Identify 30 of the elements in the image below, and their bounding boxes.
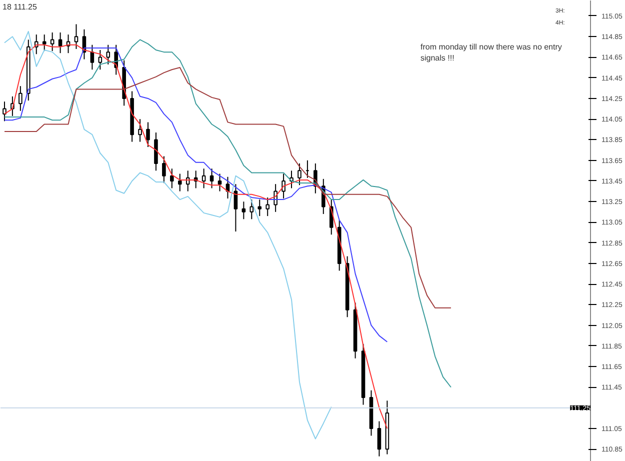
candlestick: [146, 122, 150, 148]
candlestick: [98, 50, 102, 70]
candlestick: [50, 32, 54, 52]
candlestick: [58, 32, 62, 54]
candlestick: [154, 132, 158, 172]
candlestick: [282, 173, 286, 200]
candlestick: [298, 162, 302, 186]
candlestick: [258, 199, 262, 217]
annotation: from monday till now there was no entry signals !!!: [420, 42, 562, 62]
candlestick: [186, 170, 190, 192]
candlestick: [18, 86, 22, 112]
candlestick: [202, 168, 206, 189]
annotation: 18 111.25: [2, 2, 38, 12]
candlestick: [170, 168, 174, 189]
candlestick: [162, 156, 166, 184]
candlestick: [250, 199, 254, 220]
candlestick: [178, 173, 182, 192]
candlestick: [242, 201, 246, 220]
candlestick: [266, 196, 270, 217]
candlestick: [138, 118, 142, 142]
line-series: [4, 30, 332, 440]
candlestick: [377, 420, 382, 457]
candlestick: [106, 44, 110, 65]
candlestick: [42, 34, 46, 52]
candlestick: [210, 168, 214, 189]
candlestick: [74, 24, 78, 50]
line-series: [4, 67, 452, 308]
candlestick: [218, 173, 222, 192]
candlestick: [329, 199, 334, 236]
candlestick: [2, 101, 6, 122]
